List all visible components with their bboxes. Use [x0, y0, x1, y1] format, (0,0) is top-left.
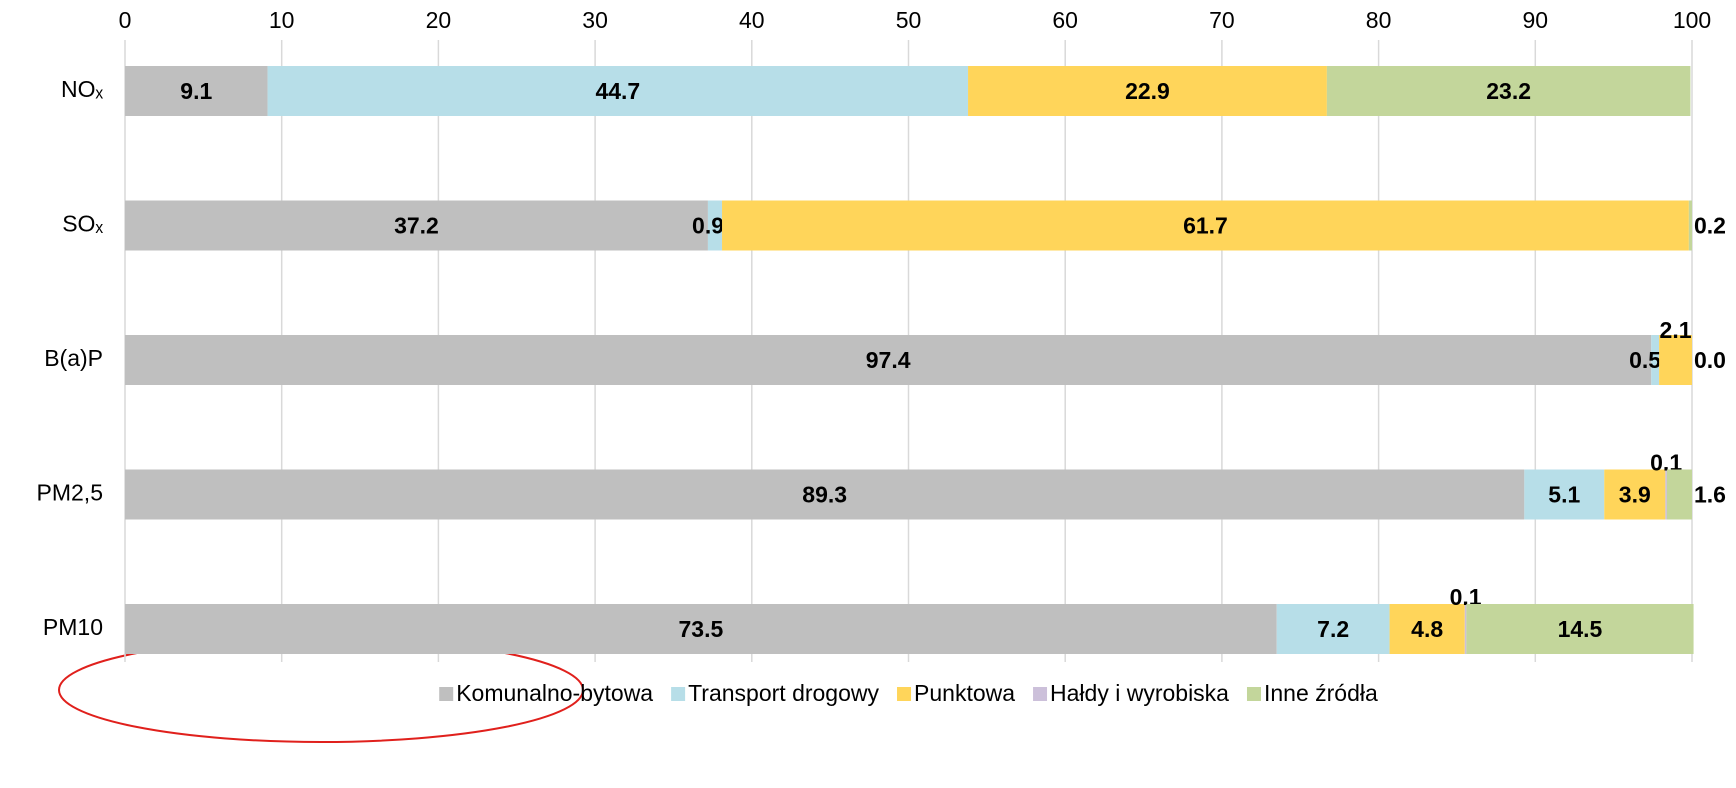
bar-segment	[1666, 469, 1692, 520]
y-tick-label: NOₓ	[61, 76, 104, 102]
y-tick-label: B(a)P	[44, 345, 103, 371]
x-tick-label: 30	[582, 7, 608, 33]
bar-segment	[125, 604, 1277, 654]
bar-segment	[125, 335, 1652, 385]
legend-label: Transport drogowy	[688, 680, 879, 706]
legend-swatch	[439, 687, 454, 701]
y-tick-label: SOₓ	[62, 211, 103, 237]
legend-swatch	[1246, 687, 1261, 701]
data-label: 14.5	[1558, 616, 1603, 642]
data-label: 23.2	[1486, 78, 1531, 104]
data-label: 0.0	[1694, 347, 1726, 373]
data-label: 7.2	[1317, 616, 1349, 642]
data-label: 22.9	[1125, 78, 1170, 104]
bar-segment	[1659, 335, 1692, 385]
bar-segment	[125, 469, 1525, 520]
x-tick-label: 90	[1523, 7, 1549, 33]
legend-swatch	[897, 687, 912, 701]
bar-segment	[1688, 200, 1692, 251]
bar-segment	[125, 66, 268, 116]
data-label: 5.1	[1548, 482, 1580, 508]
bar-segment	[722, 200, 1689, 251]
x-tick-label: 10	[269, 7, 295, 33]
x-tick-label: 80	[1366, 7, 1392, 33]
legend-item: Komunalno-bytowa	[439, 680, 653, 706]
bar-segment	[267, 66, 969, 116]
legend-item: Inne źródła	[1246, 680, 1378, 706]
data-label: 37.2	[394, 213, 439, 239]
x-tick-label: 20	[426, 7, 452, 33]
data-label: 0.9	[692, 213, 724, 239]
legend-item: Hałdy i wyrobiska	[1033, 680, 1229, 706]
bar-segment	[1665, 469, 1667, 520]
data-label: 89.3	[802, 482, 847, 508]
bar-segment	[707, 200, 723, 251]
legend-label: Punktowa	[914, 680, 1015, 706]
legend-item: Punktowa	[897, 680, 1015, 706]
data-label: 61.7	[1183, 213, 1228, 239]
bar-segment	[1604, 469, 1666, 520]
bar-segment	[1466, 604, 1694, 654]
x-tick-label: 40	[739, 7, 765, 33]
bar-segment	[1276, 604, 1390, 654]
data-label: 0.2	[1694, 213, 1726, 239]
bar-segment	[1326, 66, 1691, 116]
legend: Komunalno-bytowa Transport drogowy Punktow…	[439, 680, 1378, 706]
y-tick-label: PM2,5	[37, 480, 103, 506]
bar-segment	[968, 66, 1327, 116]
legend-label: Komunalno-bytowa	[456, 680, 653, 706]
x-tick-label: 0	[119, 7, 132, 33]
data-label: 44.7	[595, 78, 640, 104]
bar-segment	[1464, 604, 1467, 654]
bar-segment	[1524, 469, 1605, 520]
bar-segment	[1651, 335, 1660, 385]
legend-label: Inne źródła	[1264, 680, 1378, 706]
data-label: 97.4	[866, 347, 911, 373]
data-label: 2.1	[1660, 317, 1692, 343]
data-label: 3.9	[1619, 482, 1651, 508]
y-tick-label: PM10	[43, 614, 103, 640]
data-label: 0.5	[1629, 347, 1661, 373]
bar-segment	[125, 200, 708, 251]
data-label: 4.8	[1411, 616, 1443, 642]
data-label: 1.6	[1694, 482, 1726, 508]
legend-swatch	[1033, 687, 1048, 701]
x-tick-label: 50	[896, 7, 922, 33]
x-tick-label: 70	[1209, 7, 1235, 33]
data-label: 9.1	[180, 78, 212, 104]
x-tick-label: 60	[1052, 7, 1078, 33]
x-tick-label: 100	[1673, 7, 1711, 33]
legend-swatch	[671, 687, 686, 701]
legend-item: Transport drogowy	[671, 680, 880, 706]
bar-segment	[1389, 604, 1465, 654]
data-label: 73.5	[678, 616, 723, 642]
legend-label: Hałdy i wyrobiska	[1050, 680, 1229, 706]
